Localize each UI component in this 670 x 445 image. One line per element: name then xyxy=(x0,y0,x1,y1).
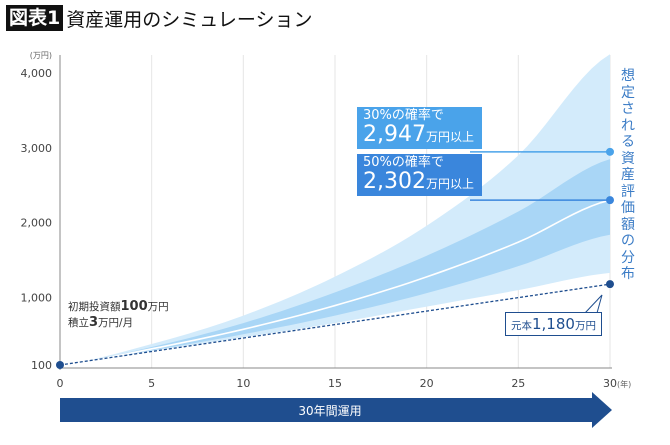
y-axis-unit: (万円) xyxy=(30,51,52,60)
principal-pre: 元本 xyxy=(511,320,532,332)
monthly-unit: 万円/月 xyxy=(98,317,134,329)
period-arrow xyxy=(60,392,612,428)
y-tick-label: 2,000 xyxy=(21,217,53,230)
p50-value: 2,302 xyxy=(363,169,426,195)
start-point xyxy=(56,361,64,369)
figure-badge: 図表1 xyxy=(6,5,64,31)
principal-end-point xyxy=(605,280,614,289)
principal-callout-pointer xyxy=(584,294,603,314)
inner-band xyxy=(60,159,610,365)
y-tick-label: 4,000 xyxy=(21,67,53,80)
x-axis-unit: (年) xyxy=(617,379,631,389)
distribution-label: 想定される資産評価額の分布 xyxy=(621,68,635,282)
principal-val: 1,180 xyxy=(532,315,575,333)
figure-title: 図表1 資産運用のシミュレーション xyxy=(6,5,312,31)
x-tick-label: 25 xyxy=(511,377,525,390)
principal-callout: 元本1,180万円 xyxy=(505,312,602,336)
p30-point xyxy=(605,147,614,156)
p50-point xyxy=(605,196,614,205)
x-tick-label: 15 xyxy=(328,377,342,390)
median-line xyxy=(59,199,611,366)
y-tick-label: 1,000 xyxy=(21,292,53,305)
x-tick-label: 10 xyxy=(236,377,250,390)
outer-band xyxy=(60,54,610,366)
init-val: 100 xyxy=(120,299,148,314)
x-tick-label: 30 xyxy=(603,377,617,390)
principal-unit: 万円 xyxy=(574,320,596,332)
p30-label: 30%の確率で 2,947万円以上 xyxy=(357,107,482,150)
p50-prob: 50%の確率で xyxy=(363,155,444,170)
monthly-val: 3 xyxy=(89,315,99,330)
p30-value: 2,947 xyxy=(363,122,426,148)
p50-unit: 万円以上 xyxy=(425,177,474,192)
init-unit: 万円 xyxy=(147,301,169,313)
x-tick-label: 0 xyxy=(57,377,64,390)
x-tick-label: 20 xyxy=(420,377,434,390)
p30-unit: 万円以上 xyxy=(425,130,474,145)
y-tick-label: 3,000 xyxy=(21,142,53,155)
period-arrow-label: 30年間運用 xyxy=(298,404,361,418)
x-tick-label: 5 xyxy=(148,377,155,390)
init-pre: 初期投資額 xyxy=(68,301,121,313)
y-tick-label: 100 xyxy=(31,359,52,372)
initial-investment-note: 初期投資額100万円 積立3万円/月 xyxy=(68,299,169,331)
p50-label: 50%の確率で 2,302万円以上 xyxy=(357,154,482,197)
principal-line xyxy=(59,283,611,366)
p30-prob: 30%の確率で xyxy=(363,108,444,123)
title-text: 資産運用のシミュレーション xyxy=(66,8,313,31)
monthly-pre: 積立 xyxy=(68,317,89,329)
